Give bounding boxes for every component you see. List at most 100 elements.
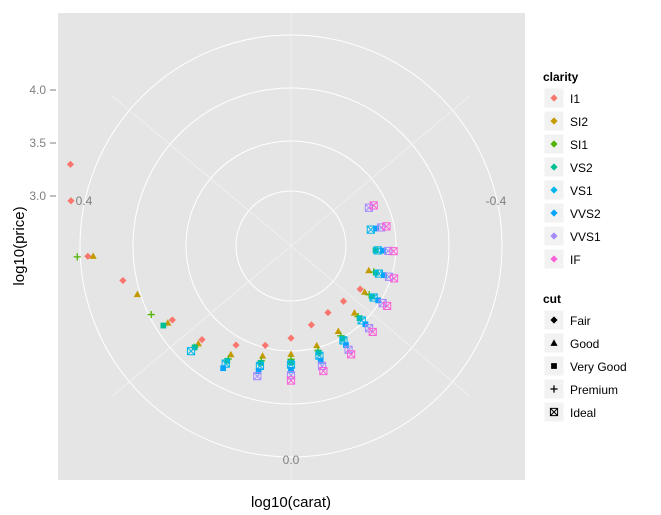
legend-cut-label: Premium [570,383,618,397]
legend-clarity-item: VVS2 [543,202,601,224]
legend-clarity-item: IF [543,248,581,270]
data-point [257,359,264,366]
data-point [119,276,127,285]
data-point [84,252,92,260]
legend-cut-title: cut [543,292,561,306]
legend-key-glyph [550,316,558,324]
legend-key-glyph [550,255,558,263]
data-point [89,252,97,259]
grid-spoke [112,95,292,247]
legend-key-glyph [550,209,558,217]
legend-clarity-label: VS2 [570,161,593,175]
data-point [220,365,227,372]
data-point [372,269,379,276]
legend-key-glyph [550,163,558,171]
legend-key-glyph [550,94,558,102]
legend-cut-label: Ideal [570,406,596,420]
data-point [343,342,349,348]
data-point [287,350,295,357]
legend-clarity-item: VS1 [543,179,593,201]
theta-tick-labels: 0.4 -0.4 0.0 [76,194,507,467]
data-point [232,341,240,349]
series-vs1 [186,225,383,371]
legend-key-glyph [550,140,558,148]
legend-clarity-item: VVS1 [543,225,601,247]
legend-clarity-title: clarity [543,70,579,84]
data-point [147,310,155,319]
legend-cut-items: Fair Good Very Good Premium Ideal [543,309,627,423]
legend-clarity-label: IF [570,253,581,267]
data-point [286,360,296,369]
data-point [339,335,346,342]
data-point [315,349,322,356]
data-point [313,341,321,349]
data-point [73,253,81,261]
data-point [227,350,235,358]
data-point [368,327,377,337]
legend-clarity-label: VVS2 [570,207,601,221]
legend-key-glyph [550,232,558,240]
legend-clarity-label: SI1 [570,138,588,152]
legend-cut-label: Very Good [570,360,627,374]
data-point [383,301,392,311]
data-point [372,247,379,254]
r-tick-labels: 3.0 3.5 4.0 [29,83,56,203]
data-point [347,350,356,359]
data-point [259,352,267,359]
data-point [160,322,167,329]
data-point [186,347,196,356]
data-point [324,309,332,317]
legend-cut-item: Very Good [543,355,627,377]
grid-spoke [112,245,292,397]
legend-cut-item: Good [543,332,599,354]
legend-clarity-item: VS2 [543,156,593,178]
legend-clarity-label: VS1 [570,184,593,198]
theta-tick-label-bottom: 0.0 [283,453,300,467]
legend-key-glyph [550,339,558,346]
data-point [261,341,269,350]
data-point [66,160,75,168]
legend-cut-item: Premium [543,378,618,400]
series-si2 [89,252,373,359]
legend-cut: cut Fair Good Very Good Premium Ideal [543,292,627,423]
data-point [168,316,176,324]
legend-cut-item: Ideal [543,401,596,423]
series-if [286,201,399,385]
legend-cut-item: Fair [543,309,591,331]
data-point [361,288,369,295]
data-point [319,366,328,376]
data-point [389,247,398,256]
legend-key-glyph [550,117,558,125]
data-point [339,297,348,305]
data-point [373,225,379,232]
legend-clarity-label: VVS1 [570,230,601,244]
data-point [382,222,391,231]
data-point [288,359,294,366]
data-point [307,321,316,329]
legend-clarity-item: I1 [543,87,580,109]
r-tick-label-3-5: 3.5 [29,136,46,150]
theta-tick-label-right: -0.4 [486,194,507,208]
legend-clarity-item: SI2 [543,110,588,132]
data-point [67,197,75,205]
data-point [288,367,294,373]
data-point [350,309,359,316]
theta-tick-label-left: 0.4 [76,194,93,208]
data-point [224,357,231,364]
data-point [373,246,382,255]
grid-spoke [290,95,470,247]
grid-spoke [290,245,470,397]
legend-key-glyph [550,186,558,194]
legend-clarity-label: SI2 [570,115,588,129]
data-point [369,201,378,210]
x-axis-title: log10(carat) [251,494,331,511]
series-i1 [66,160,364,350]
data-point [375,297,382,304]
data-point [287,334,295,342]
data-point [334,327,342,335]
data-point [133,290,141,298]
r-tick-label-4-0: 4.0 [29,83,46,97]
data-point [356,285,364,293]
legend-clarity-item: SI1 [543,133,588,155]
